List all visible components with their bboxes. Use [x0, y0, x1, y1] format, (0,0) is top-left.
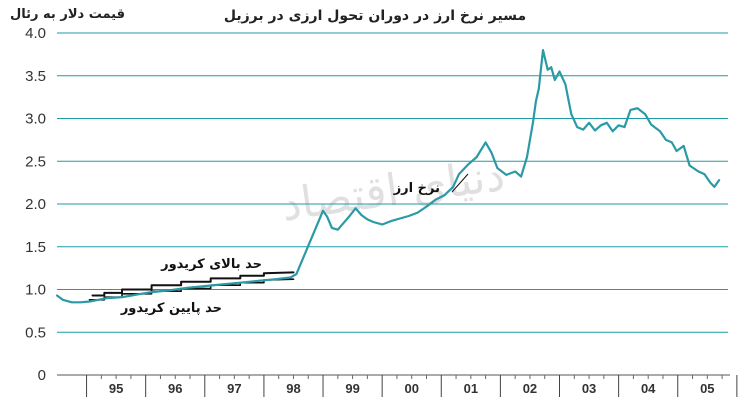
x-tick-label: 03 — [582, 381, 596, 396]
x-tick-label: 97 — [227, 381, 241, 396]
chart-title: مسیر نرخ ارز در دوران تحول ارزی در برزیل — [224, 8, 526, 24]
x-tick-label: 96 — [168, 381, 182, 396]
x-tick-label: 04 — [641, 381, 656, 396]
x-tick-label: 02 — [523, 381, 537, 396]
rate-series-label: نرخ ارز — [393, 181, 440, 196]
y-tick-label: 2.0 — [25, 196, 46, 213]
y-tick-label: 1.5 — [25, 239, 46, 256]
x-tick-label: 01 — [464, 381, 478, 396]
y-tick-label: 2.5 — [25, 153, 46, 170]
series-lines — [55, 48, 721, 304]
y-tick-label: 1.0 — [25, 282, 46, 299]
x-tick-label: 95 — [109, 381, 123, 396]
y-tick-label: 0 — [38, 367, 46, 384]
y-axis-ticks: 0 0.5 1.0 1.5 2.0 2.5 3.0 3.5 4.0 — [25, 25, 46, 384]
lower-band-label: حد پایین کریدور — [120, 301, 222, 316]
upper-band-label: حد بالای کریدور — [160, 257, 262, 272]
upper-band-line — [91, 271, 295, 297]
x-tick-label: 05 — [700, 381, 714, 396]
y-tick-label: 0.5 — [25, 324, 46, 341]
x-tick-label: 00 — [404, 381, 418, 396]
y-tick-label: 4.0 — [25, 25, 46, 42]
x-axis-ticks: 95 96 97 98 99 00 01 02 03 04 05 — [86, 375, 738, 397]
y-tick-label: 3.5 — [25, 68, 46, 85]
y-tick-label: 3.0 — [25, 111, 46, 128]
exchange-rate-line — [55, 48, 721, 304]
y-axis-label: قیمت دلار به رئال — [10, 7, 125, 22]
x-tick-label: 98 — [286, 381, 300, 396]
x-tick-label: 99 — [345, 381, 359, 396]
gridlines — [57, 32, 730, 376]
rate-label-leader — [451, 173, 469, 193]
